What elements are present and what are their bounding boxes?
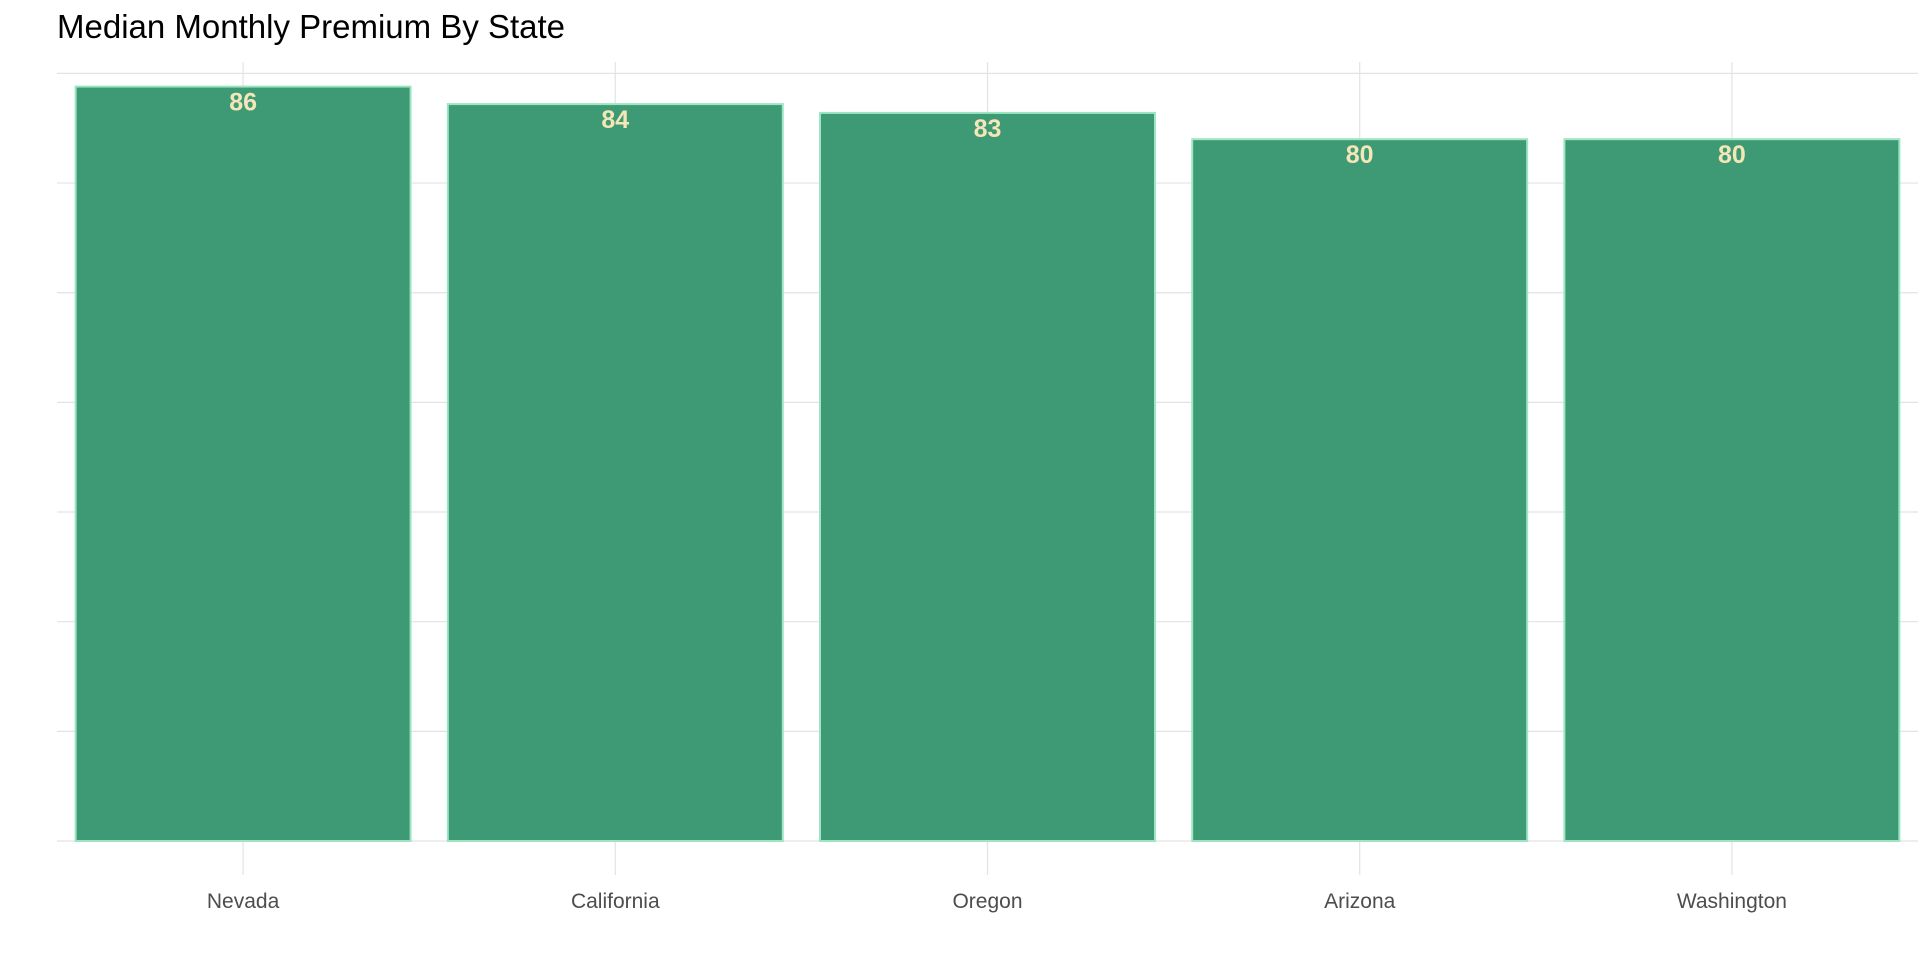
x-tick-label-nevada: Nevada (207, 890, 280, 913)
bar-california (446, 103, 784, 843)
x-tick-label-arizona: Arizona (1324, 890, 1396, 913)
x-axis: Nevada California Oregon Arizona Washington (207, 890, 1787, 913)
x-tick-label-washington: Washington (1677, 890, 1787, 913)
data-label-oregon: 83 (974, 115, 1002, 143)
bar-arizona (1191, 138, 1529, 843)
data-label-layer: 86 84 83 80 80 (229, 89, 1746, 170)
bar-washington (1563, 138, 1901, 843)
data-label-arizona: 80 (1346, 141, 1374, 169)
data-label-nevada: 86 (229, 89, 257, 117)
bar-oregon (819, 111, 1156, 843)
data-label-washington: 80 (1718, 141, 1746, 169)
bar-nevada (74, 85, 412, 843)
bar-layer (74, 85, 1901, 843)
x-tick-label-oregon: Oregon (952, 890, 1022, 913)
chart-title: Median Monthly Premium By State (57, 8, 566, 45)
data-label-california: 84 (601, 106, 629, 134)
x-tick-label-california: California (571, 890, 660, 913)
